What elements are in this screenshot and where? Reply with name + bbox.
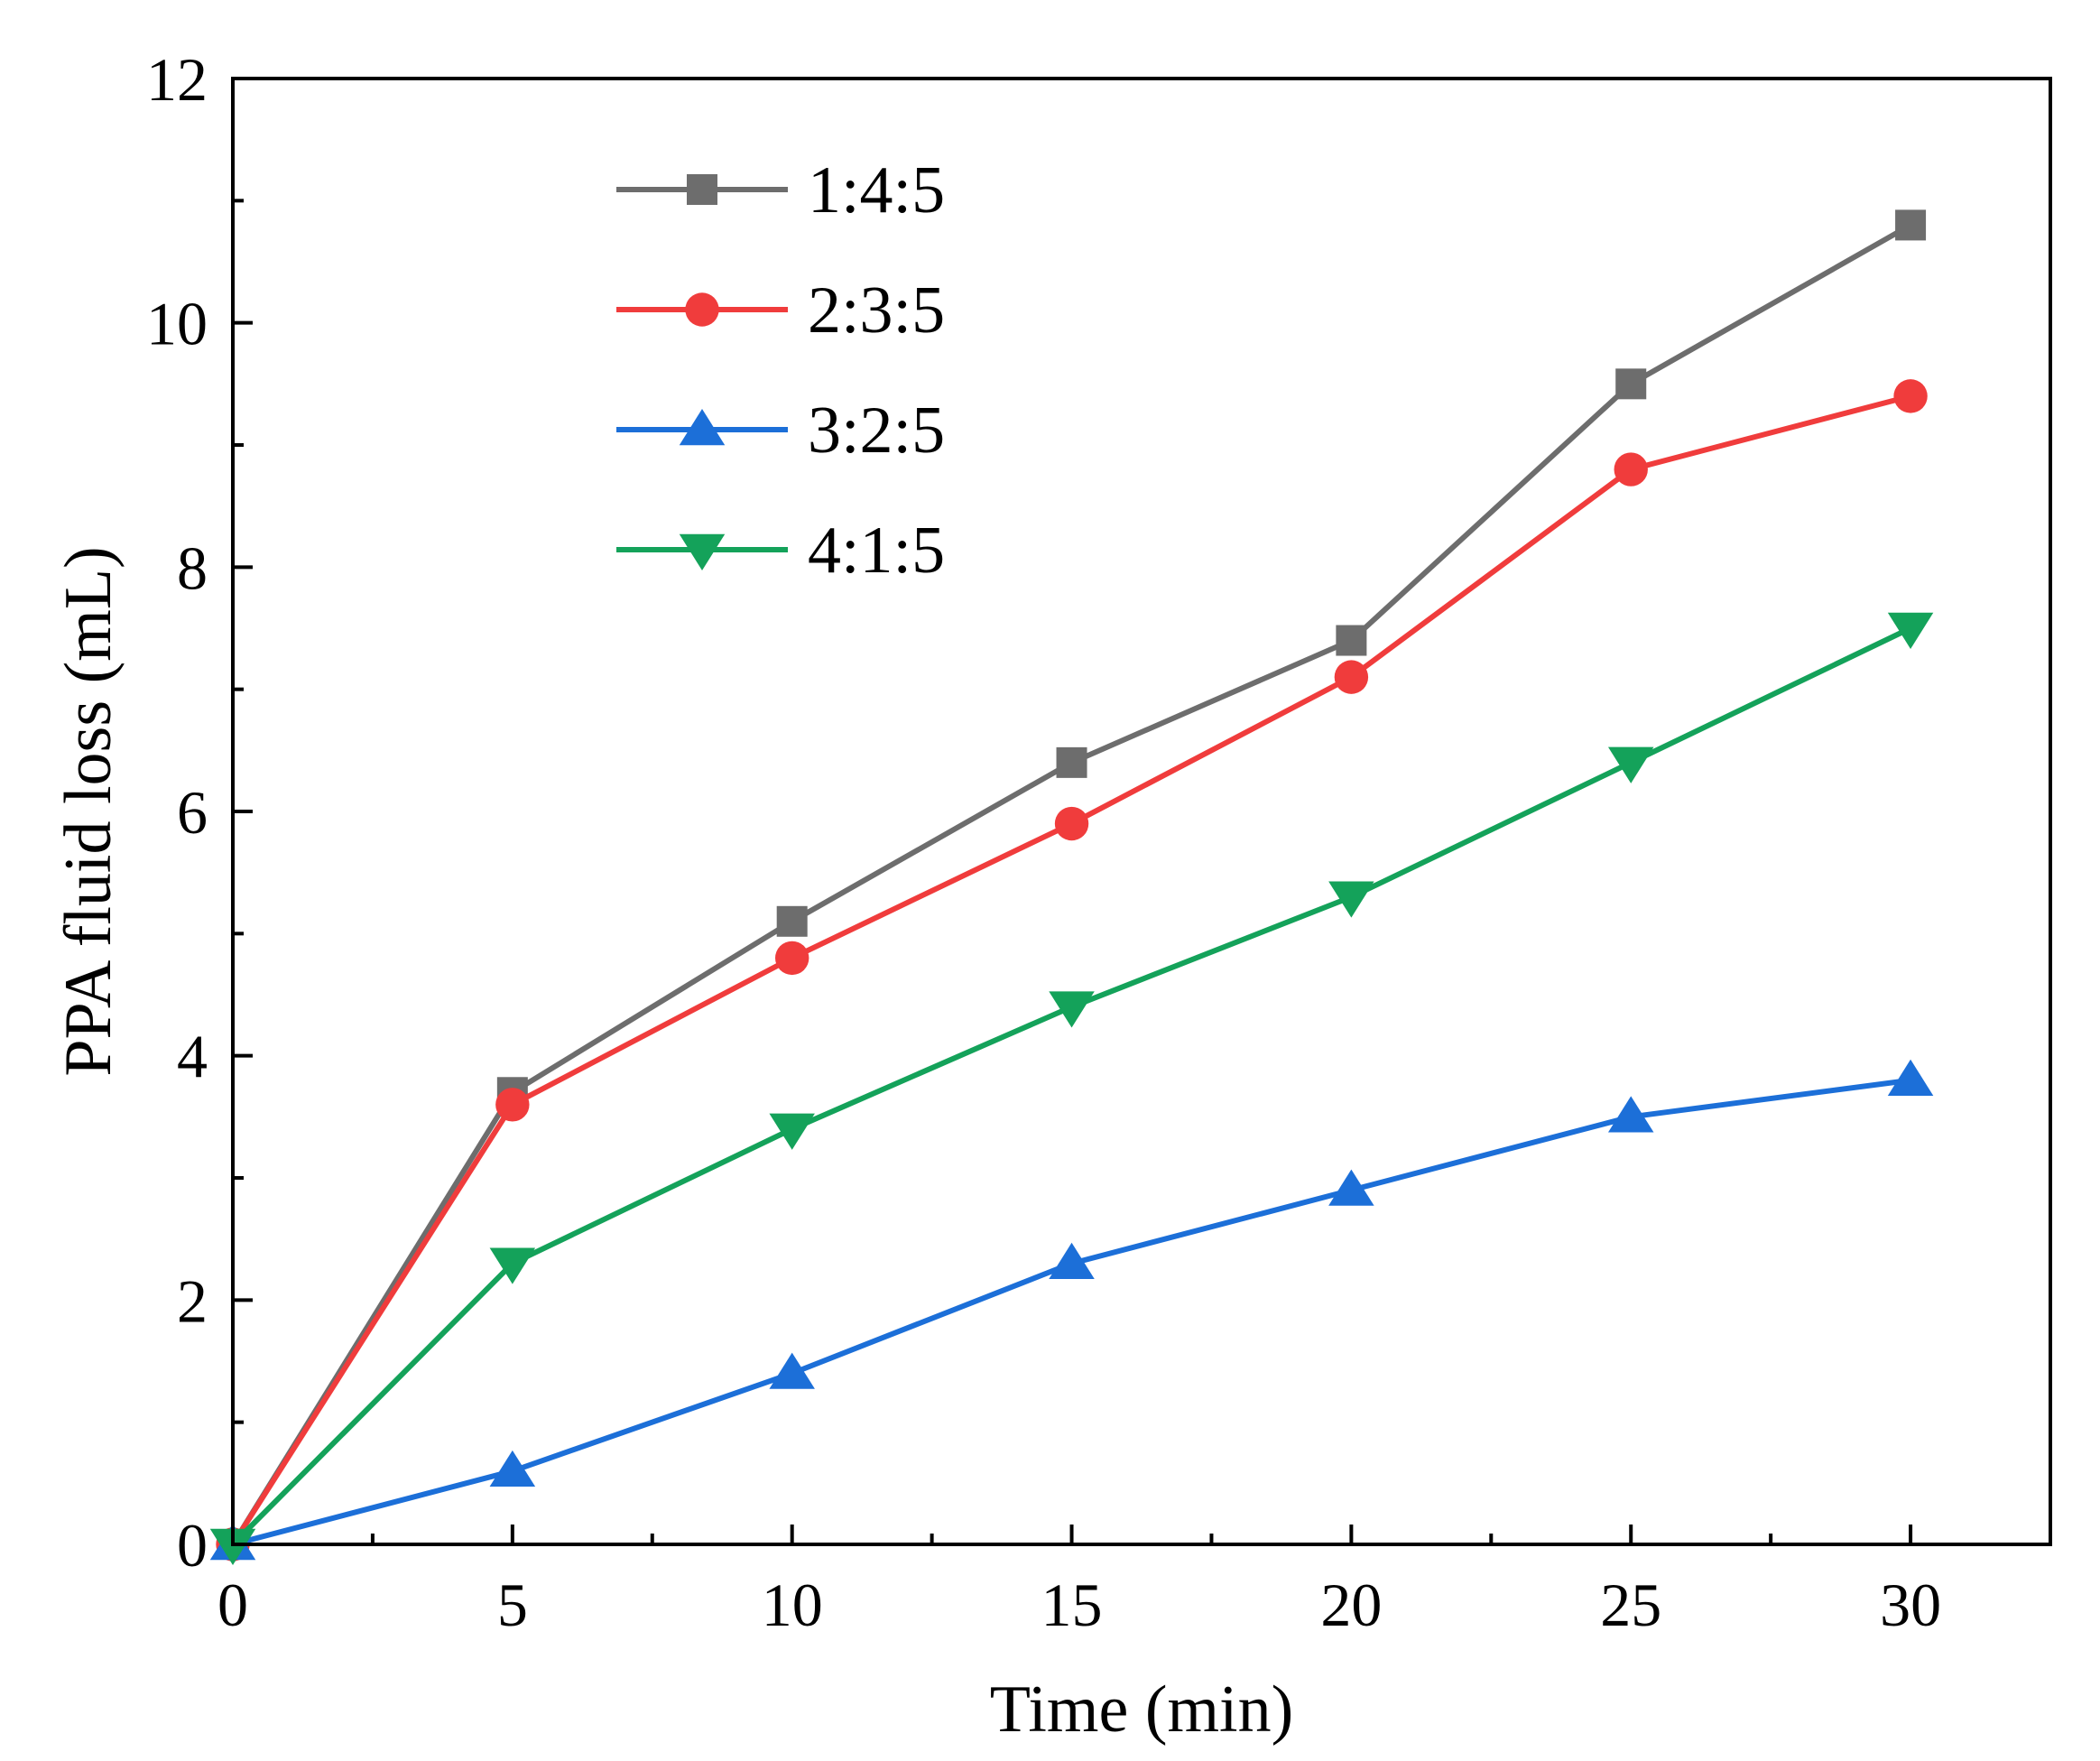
- y-tick-label: 6: [177, 778, 208, 847]
- series-line: [230, 393, 1911, 1546]
- y-tick-label: 8: [177, 533, 208, 602]
- ticks: 0 5 10 15 20 25 30 0 2 4 6 8 10 12: [146, 45, 2052, 1639]
- y-tick-label: 2: [177, 1266, 208, 1335]
- legend-item: 3:2:5: [616, 394, 945, 468]
- legend-item: 4:1:5: [616, 514, 945, 588]
- x-tick-label: 5: [497, 1571, 528, 1639]
- legend: 1:4:5 2:3:5 3:2:5 4:1:5: [616, 153, 945, 588]
- series-line: [230, 222, 1912, 1546]
- x-axis-title: Time (min): [990, 1673, 1293, 1747]
- data-point: [1334, 660, 1369, 694]
- data-point: [1614, 452, 1648, 487]
- legend-item: 1:4:5: [616, 153, 945, 227]
- data-point: [774, 941, 809, 976]
- x-tick-label: 15: [1041, 1571, 1103, 1639]
- legend-label: 3:2:5: [808, 394, 945, 468]
- y-axis-title: PPA fluid loss (mL): [51, 546, 125, 1076]
- legend-marker: [687, 174, 717, 205]
- plot-frame: [231, 77, 2052, 1546]
- data-point: [489, 1450, 536, 1488]
- data-point: [489, 1247, 536, 1284]
- data-point: [1607, 746, 1654, 783]
- series-3:2:5: [209, 1059, 1934, 1561]
- data-point: [495, 1088, 530, 1122]
- data-point: [1049, 991, 1095, 1028]
- y-tick-label: 0: [177, 1511, 208, 1580]
- data-point: [1049, 1242, 1095, 1279]
- legend-marker: [679, 409, 726, 446]
- data-point: [1887, 612, 1934, 649]
- data-point: [1328, 881, 1374, 918]
- legend-item: 2:3:5: [616, 273, 945, 348]
- data-point: [1895, 209, 1927, 241]
- y-tick-label: 4: [177, 1023, 208, 1091]
- x-tick-label: 10: [762, 1571, 823, 1639]
- data-point: [1054, 806, 1089, 841]
- x-tick-label: 30: [1880, 1571, 1941, 1639]
- y-tick-label: 10: [146, 290, 208, 358]
- x-tick-label: 0: [217, 1571, 248, 1639]
- x-tick-label: 25: [1600, 1571, 1661, 1639]
- data-point: [769, 1113, 815, 1150]
- data-point: [1615, 368, 1647, 400]
- data-point: [769, 1352, 815, 1389]
- data-point: [1056, 746, 1087, 778]
- y-tick-label: 12: [146, 45, 208, 114]
- data-point: [1893, 379, 1928, 413]
- data-point: [209, 1528, 256, 1565]
- data-point: [1328, 1169, 1374, 1206]
- series-2:3:5: [216, 379, 1928, 1562]
- series-1:4:5: [217, 209, 1927, 1560]
- legend-marker: [679, 533, 726, 570]
- x-tick-label: 20: [1320, 1571, 1382, 1639]
- data-point: [1336, 625, 1367, 656]
- series-4:1:5: [209, 612, 1934, 1565]
- series-layer: [209, 209, 1934, 1565]
- data-point: [1607, 1096, 1654, 1133]
- legend-marker: [685, 292, 719, 327]
- legend-label: 4:1:5: [808, 514, 945, 588]
- data-point: [776, 905, 808, 937]
- legend-label: 2:3:5: [808, 273, 945, 348]
- data-point: [1887, 1059, 1934, 1096]
- legend-label: 1:4:5: [808, 153, 945, 227]
